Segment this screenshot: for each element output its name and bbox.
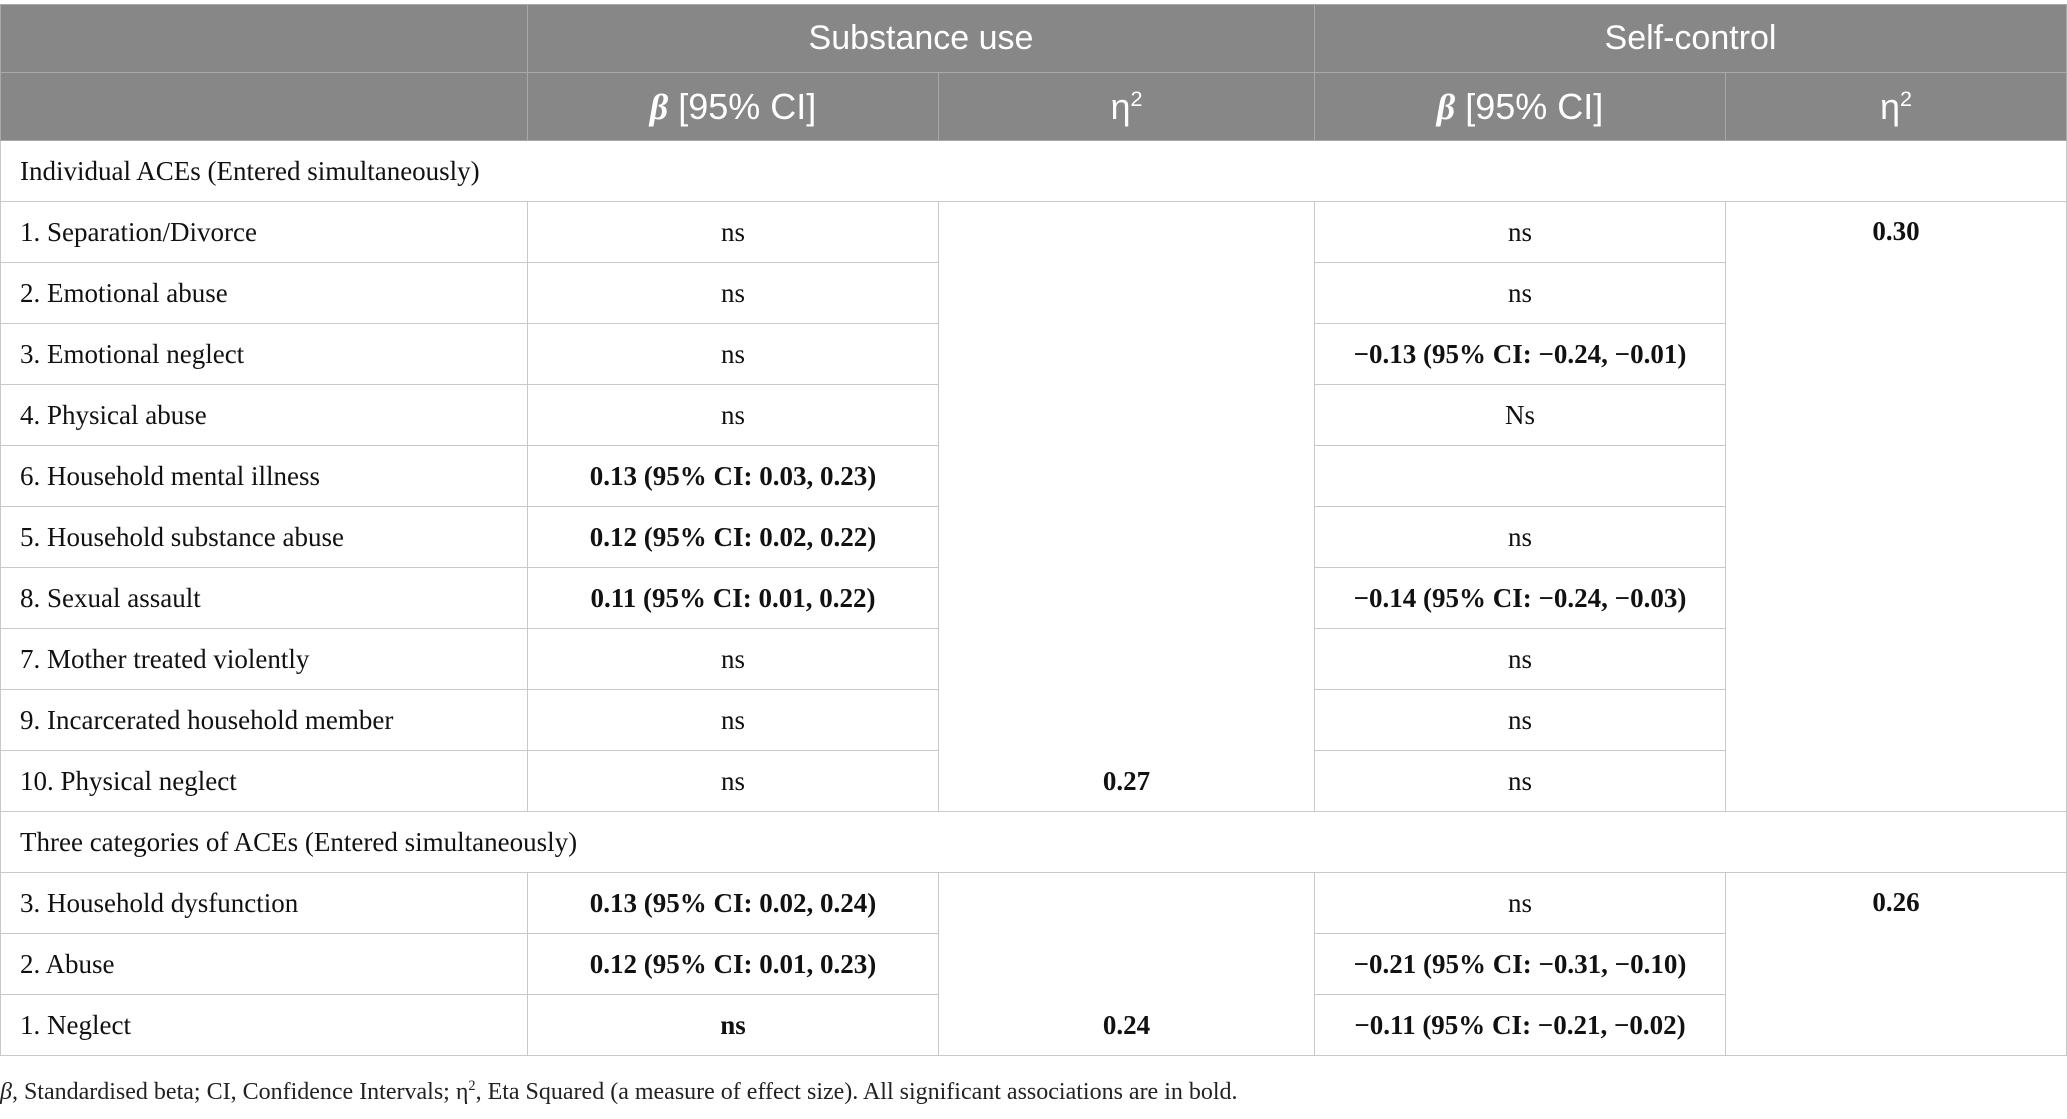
ci-label: [95% CI]: [1455, 85, 1604, 127]
self-control-beta-cell: −0.11 (95% CI: −0.21, −0.02): [1314, 994, 1726, 1056]
self-control-eta-cell: 0.26: [1725, 872, 2067, 1056]
table-footnote: β, Standardised beta; CI, Confidence Int…: [0, 1078, 1238, 1106]
row-label: 10. Physical neglect: [0, 750, 528, 812]
table-row: 2. Emotional abuse ns ns: [0, 262, 2067, 324]
table-row: 10. Physical neglect ns ns: [0, 750, 2067, 812]
ace-results-table: Substance use Self-control β [95% CI] η2…: [0, 4, 2067, 1056]
self-control-beta-cell: ns: [1314, 689, 1726, 751]
row-label: 1. Neglect: [0, 994, 528, 1056]
self-control-beta-cell: ns: [1314, 628, 1726, 690]
row-label: 4. Physical abuse: [0, 384, 528, 446]
row-label: 3. Emotional neglect: [0, 323, 528, 385]
row-label: 6. Household mental illness: [0, 445, 528, 507]
substance-eta-cell: 0.24: [938, 872, 1315, 1056]
table-header: Substance use Self-control β [95% CI] η2…: [0, 4, 2067, 141]
header-blank-cell-2: [0, 72, 528, 141]
header-self-control: Self-control: [1314, 4, 2067, 73]
substance-beta-cell: 0.13 (95% CI: 0.02, 0.24): [527, 872, 939, 934]
self-control-beta-cell: Ns: [1314, 384, 1726, 446]
self-control-beta-cell: ns: [1314, 750, 1726, 812]
footnote-text-2: , Eta Squared (a measure of effect size)…: [475, 1079, 1238, 1105]
row-label: 8. Sexual assault: [0, 567, 528, 629]
eta-symbol: η: [1110, 85, 1131, 127]
self-control-beta-cell: ns: [1314, 506, 1726, 568]
header-self-control-beta: β [95% CI]: [1314, 72, 1726, 141]
section-title: Three categories of ACEs (Entered simult…: [0, 811, 2067, 873]
substance-beta-cell: 0.11 (95% CI: 0.01, 0.22): [527, 567, 939, 629]
self-control-beta-cell: ns: [1314, 262, 1726, 324]
footnote-text-1: , Standardised beta; CI, Confidence Inte…: [11, 1079, 469, 1105]
ci-label: [95% CI]: [668, 85, 817, 127]
table-body: Individual ACEs (Entered simultaneously)…: [0, 140, 2067, 1056]
row-label: 1. Separation/Divorce: [0, 201, 528, 263]
results-table-container: Substance use Self-control β [95% CI] η2…: [0, 4, 2067, 1056]
self-control-beta-cell: [1314, 445, 1726, 507]
substance-beta-cell: 0.13 (95% CI: 0.03, 0.23): [527, 445, 939, 507]
table-row: 8. Sexual assault 0.11 (95% CI: 0.01, 0.2…: [0, 567, 2067, 629]
table-row: 2. Abuse 0.12 (95% CI: 0.01, 0.23) −0.21 (…: [0, 933, 2067, 995]
eta-superscript: 2: [1900, 85, 1913, 111]
row-label: 5. Household substance abuse: [0, 506, 528, 568]
eta-superscript: 2: [1130, 85, 1143, 111]
self-control-beta-cell: −0.13 (95% CI: −0.24, −0.01): [1314, 323, 1726, 385]
header-subcolumn-row: β [95% CI] η2 β [95% CI] η2: [0, 72, 2067, 141]
table-row: 1. Neglect ns −0.11 (95% CI: −0.21, −0.02): [0, 994, 2067, 1056]
beta-symbol: β: [649, 86, 669, 127]
header-blank-cell: [0, 4, 528, 73]
self-control-beta-cell: ns: [1314, 872, 1726, 934]
substance-beta-cell: ns: [527, 323, 939, 385]
section-title: Individual ACEs (Entered simultaneously): [0, 140, 2067, 202]
footnote-beta: β: [0, 1079, 12, 1105]
substance-beta-cell: ns: [527, 628, 939, 690]
header-self-control-eta: η2: [1725, 72, 2067, 141]
table-row: 3. Household dysfunction 0.13 (95% CI: 0.…: [0, 872, 2067, 1056]
substance-beta-cell: ns: [527, 201, 939, 263]
header-substance-use: Substance use: [527, 4, 1315, 73]
footnote-sup: 2: [468, 1078, 476, 1094]
row-label: 9. Incarcerated household member: [0, 689, 528, 751]
table-row: 6. Household mental illness 0.13 (95% CI:…: [0, 445, 2067, 507]
table-row: 1. Separation/Divorce ns 0.27 ns 0.30: [0, 201, 2067, 812]
table-row: 9. Incarcerated household member ns ns: [0, 689, 2067, 751]
header-substance-eta: η2: [938, 72, 1315, 141]
substance-beta-cell: ns: [527, 384, 939, 446]
header-substance-beta: β [95% CI]: [527, 72, 939, 141]
table-row: 5. Household substance abuse 0.12 (95% CI…: [0, 506, 2067, 568]
substance-beta-cell: ns: [527, 262, 939, 324]
beta-symbol: β: [1436, 86, 1456, 127]
table-row: 7. Mother treated violently ns ns: [0, 628, 2067, 690]
substance-beta-cell: ns: [527, 750, 939, 812]
substance-beta-cell: 0.12 (95% CI: 0.02, 0.22): [527, 506, 939, 568]
substance-eta-cell: 0.27: [938, 201, 1315, 812]
self-control-beta-cell: −0.14 (95% CI: −0.24, −0.03): [1314, 567, 1726, 629]
row-label: 2. Emotional abuse: [0, 262, 528, 324]
substance-beta-cell: ns: [527, 994, 939, 1056]
section-header-row: Individual ACEs (Entered simultaneously): [0, 140, 2067, 202]
self-control-beta-cell: −0.21 (95% CI: −0.31, −0.10): [1314, 933, 1726, 995]
eta-symbol: η: [1879, 85, 1900, 127]
self-control-beta-cell: ns: [1314, 201, 1726, 263]
section-header-row: Three categories of ACEs (Entered simult…: [0, 811, 2067, 873]
row-label: 3. Household dysfunction: [0, 872, 528, 934]
substance-beta-cell: ns: [527, 689, 939, 751]
row-label: 2. Abuse: [0, 933, 528, 995]
header-group-row: Substance use Self-control: [0, 4, 2067, 73]
row-label: 7. Mother treated violently: [0, 628, 528, 690]
substance-beta-cell: 0.12 (95% CI: 0.01, 0.23): [527, 933, 939, 995]
self-control-eta-cell: 0.30: [1725, 201, 2067, 812]
